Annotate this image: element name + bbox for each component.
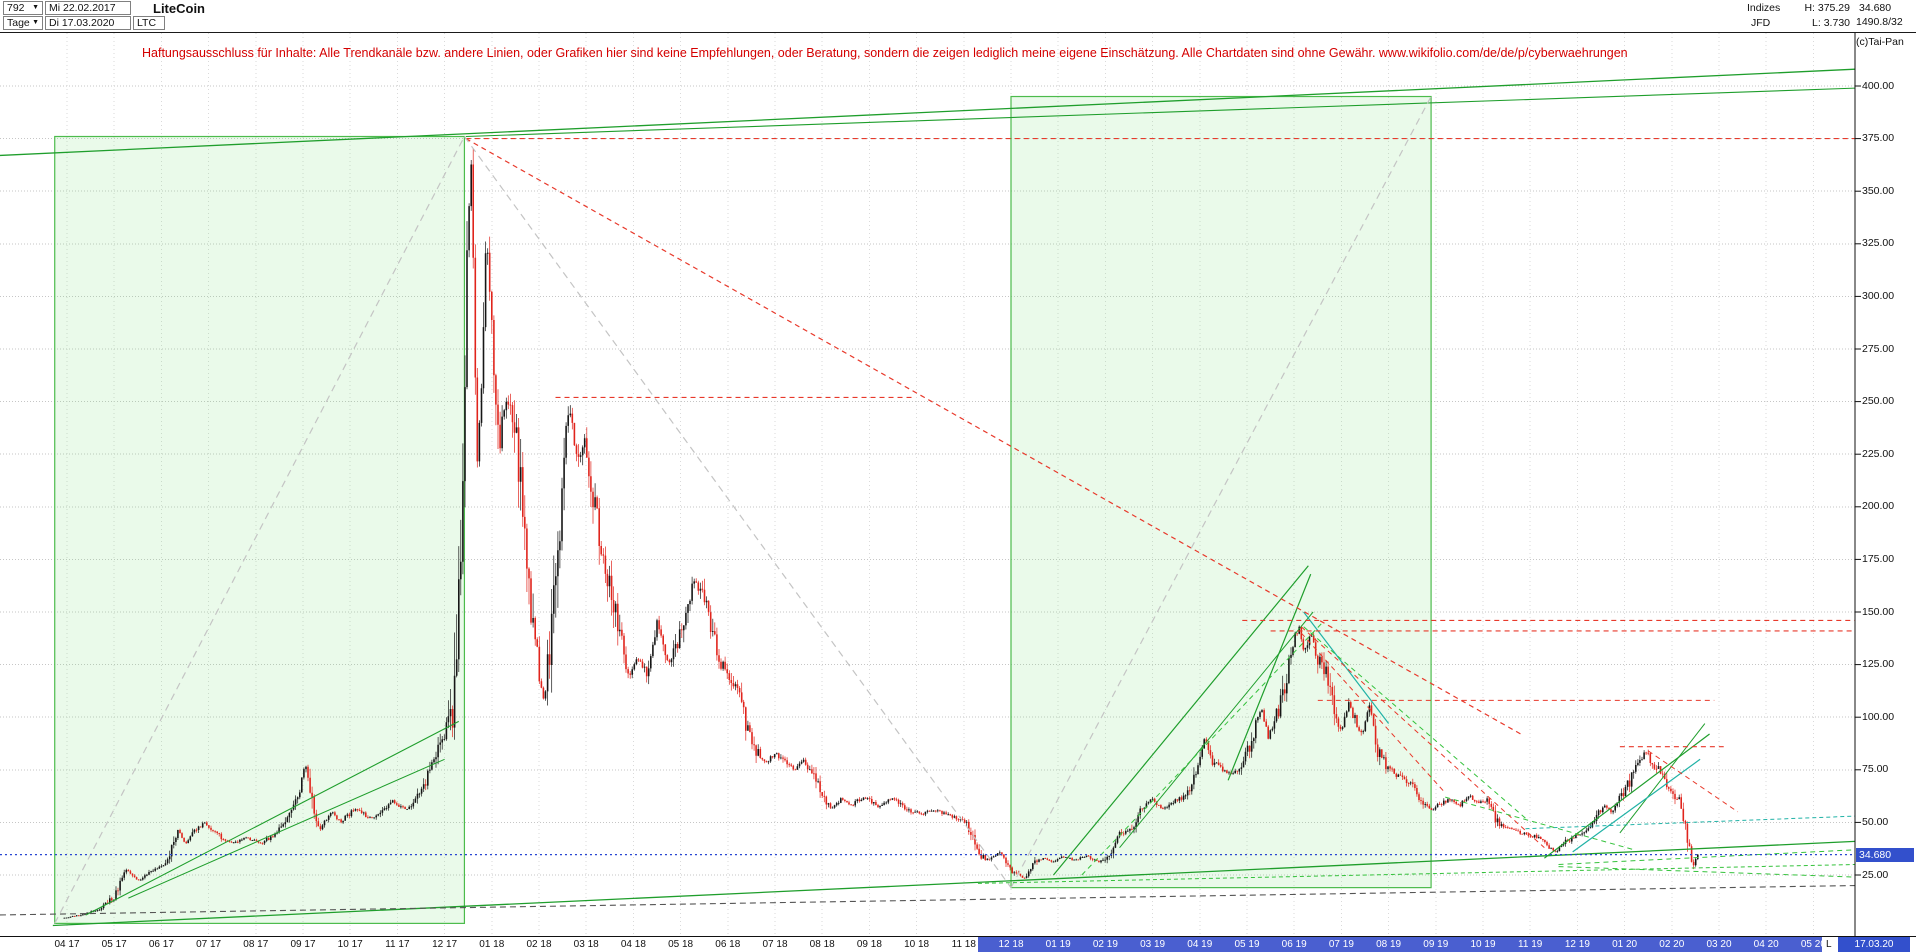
last-price-badge: 34.680 bbox=[1856, 848, 1914, 862]
time-tick-label: 09 18 bbox=[856, 939, 882, 950]
time-tick-label: 01 18 bbox=[479, 939, 505, 950]
trend-line bbox=[1558, 866, 1855, 878]
start-date-value: Mi 22.02.2017 bbox=[49, 2, 116, 14]
end-date-value: Di 17.03.2020 bbox=[49, 17, 115, 29]
candle-bodies-down bbox=[73, 164, 1695, 917]
trend-line bbox=[977, 863, 1855, 884]
bars-count-dropdown[interactable]: 792 ▼ bbox=[3, 1, 43, 15]
trend-line bbox=[1647, 750, 1739, 813]
start-date-cell[interactable]: Mi 22.02.2017 bbox=[45, 1, 131, 15]
trend-line bbox=[52, 840, 1855, 927]
time-tick-label: 06 18 bbox=[715, 939, 741, 950]
trend-line bbox=[465, 138, 1522, 735]
time-tick-label: 11 17 bbox=[385, 939, 410, 950]
trend-line bbox=[85, 720, 460, 916]
trend-line bbox=[463, 136, 1012, 888]
period-value: Tage bbox=[7, 17, 30, 29]
indizes-label: Indizes bbox=[1747, 2, 1781, 14]
time-tick-label: 01 19 bbox=[1045, 939, 1071, 950]
time-tick-label: 07 19 bbox=[1328, 939, 1354, 950]
period-dropdown[interactable]: Tage ▼ bbox=[3, 16, 43, 30]
time-tick-label: 06 17 bbox=[148, 939, 174, 950]
time-tick-label: 04 19 bbox=[1187, 939, 1213, 950]
time-tick-label: 03 19 bbox=[1140, 939, 1166, 950]
copyright-label: (c)Tai-Pan bbox=[1856, 36, 1904, 48]
end-date-cell[interactable]: Di 17.03.2020 bbox=[45, 16, 131, 30]
period-high-label: H: 375.29 bbox=[1804, 2, 1850, 14]
trend-line bbox=[1119, 611, 1314, 848]
trend-line bbox=[1543, 733, 1710, 859]
trend-line bbox=[1445, 796, 1635, 851]
time-tick-label: 05 17 bbox=[101, 939, 127, 950]
time-tick-label: 02 19 bbox=[1092, 939, 1118, 950]
time-tick-label: 12 18 bbox=[998, 939, 1024, 950]
trend-line bbox=[1010, 96, 1432, 888]
trend-line bbox=[0, 68, 1855, 157]
feed-label: JFD bbox=[1751, 17, 1771, 29]
caret-down-icon: ▼ bbox=[32, 19, 39, 26]
symbol-value: LTC bbox=[137, 17, 157, 29]
time-tick-label: 11 19 bbox=[1518, 939, 1543, 950]
time-tick-label: 07 18 bbox=[762, 939, 788, 950]
period-low-label: L: 3.730 bbox=[1812, 17, 1850, 29]
last-marker-label: L bbox=[1826, 939, 1832, 950]
symbol-cell[interactable]: LTC bbox=[133, 16, 165, 30]
trend-line bbox=[1572, 758, 1701, 853]
timeline-highlight-band[interactable] bbox=[978, 937, 1822, 952]
time-tick-label: 02 18 bbox=[526, 939, 552, 950]
caret-down-icon: ▼ bbox=[32, 4, 39, 11]
time-tick-label: 10 19 bbox=[1470, 939, 1496, 950]
time-tick-label: 02 20 bbox=[1659, 939, 1685, 950]
trend-line bbox=[1303, 626, 1526, 819]
time-tick-label: 04 18 bbox=[620, 939, 646, 950]
trend-line bbox=[1081, 622, 1323, 876]
time-tick-label: 05 19 bbox=[1234, 939, 1260, 950]
time-tick-label: 12 17 bbox=[432, 939, 458, 950]
time-tick-label: 04 20 bbox=[1753, 939, 1779, 950]
time-tick-label: 08 19 bbox=[1376, 939, 1402, 950]
candle-bodies-up bbox=[63, 164, 1699, 919]
last-price-readout: 34.680 bbox=[1859, 2, 1892, 14]
time-tick-label: 10 17 bbox=[337, 939, 363, 950]
trend-line bbox=[1227, 573, 1312, 781]
trend-line bbox=[1619, 723, 1706, 834]
trend-line bbox=[465, 87, 1855, 138]
instrument-name: LiteCoin bbox=[153, 1, 205, 16]
time-tick-label: 01 20 bbox=[1612, 939, 1638, 950]
trend-line bbox=[1053, 565, 1309, 876]
time-tick-label: 05 20 bbox=[1800, 939, 1826, 950]
disclaimer-text: Haftungsausschluss für Inhalte: Alle Tre… bbox=[142, 46, 1628, 60]
time-tick-label: 05 18 bbox=[668, 939, 694, 950]
time-tick-label: 06 19 bbox=[1281, 939, 1307, 950]
plot-area bbox=[0, 68, 1855, 927]
time-tick-label: 03 18 bbox=[573, 939, 599, 950]
trend-line bbox=[1300, 626, 1545, 849]
last-date-badge: 17.03.20 bbox=[1838, 937, 1910, 952]
time-tick-label: 08 17 bbox=[243, 939, 269, 950]
header-bar: 792 ▼ Mi 22.02.2017 Tage ▼ Di 17.03.2020 L… bbox=[0, 0, 1916, 33]
trend-line bbox=[54, 136, 465, 924]
time-tick-label: 11 18 bbox=[951, 939, 976, 950]
time-tick-label: 10 18 bbox=[904, 939, 930, 950]
time-tick-label: 09 17 bbox=[290, 939, 316, 950]
volume-info: 1490.8/32 bbox=[1856, 16, 1903, 28]
trend-line bbox=[128, 758, 445, 899]
time-tick-label: 08 18 bbox=[809, 939, 835, 950]
time-tick-label: 09 19 bbox=[1423, 939, 1449, 950]
trend-line bbox=[1525, 815, 1855, 830]
time-tick-label: 12 19 bbox=[1564, 939, 1590, 950]
bars-count-value: 792 bbox=[7, 2, 25, 14]
time-tick-label: 04 17 bbox=[54, 939, 80, 950]
chart-canvas[interactable] bbox=[0, 33, 1916, 937]
trend-line bbox=[1558, 849, 1855, 865]
time-tick-label: 03 20 bbox=[1706, 939, 1732, 950]
time-tick-label: 07 17 bbox=[196, 939, 222, 950]
time-axis[interactable]: L 17.03.20 04 17 05 17 06 17 07 17 08 17 09 1… bbox=[0, 937, 1916, 952]
